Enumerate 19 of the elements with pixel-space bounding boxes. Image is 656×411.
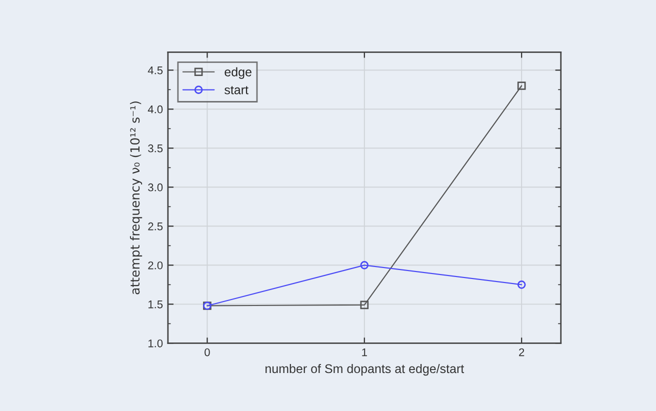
x-tick-label: 0: [204, 348, 210, 356]
y-tick-label: 3.0: [148, 183, 163, 192]
point: [360, 261, 369, 270]
y-tick-label: 3.5: [148, 144, 163, 152]
y-tick-label: 2.0: [148, 261, 163, 270]
point: [517, 82, 526, 90]
y-tick-label: 4.5: [148, 66, 163, 74]
x-tick-label: 2: [519, 348, 524, 356]
y-axis-title: attempt frequency ν₀ (10¹² s⁻¹): [130, 101, 142, 294]
legend-label: start: [224, 86, 248, 94]
y-tick-label: 1.5: [148, 300, 163, 308]
y-tick-label: 1.0: [148, 339, 163, 348]
x-tick-label: 1: [362, 348, 367, 356]
legend-label: edge: [224, 67, 252, 79]
x-axis-title: number of Sm dopants at edge/start: [266, 364, 464, 376]
y-tick-label: 4.0: [148, 105, 163, 114]
point: [360, 300, 369, 310]
y-tick-label: 2.5: [148, 222, 163, 230]
point: [517, 280, 526, 289]
